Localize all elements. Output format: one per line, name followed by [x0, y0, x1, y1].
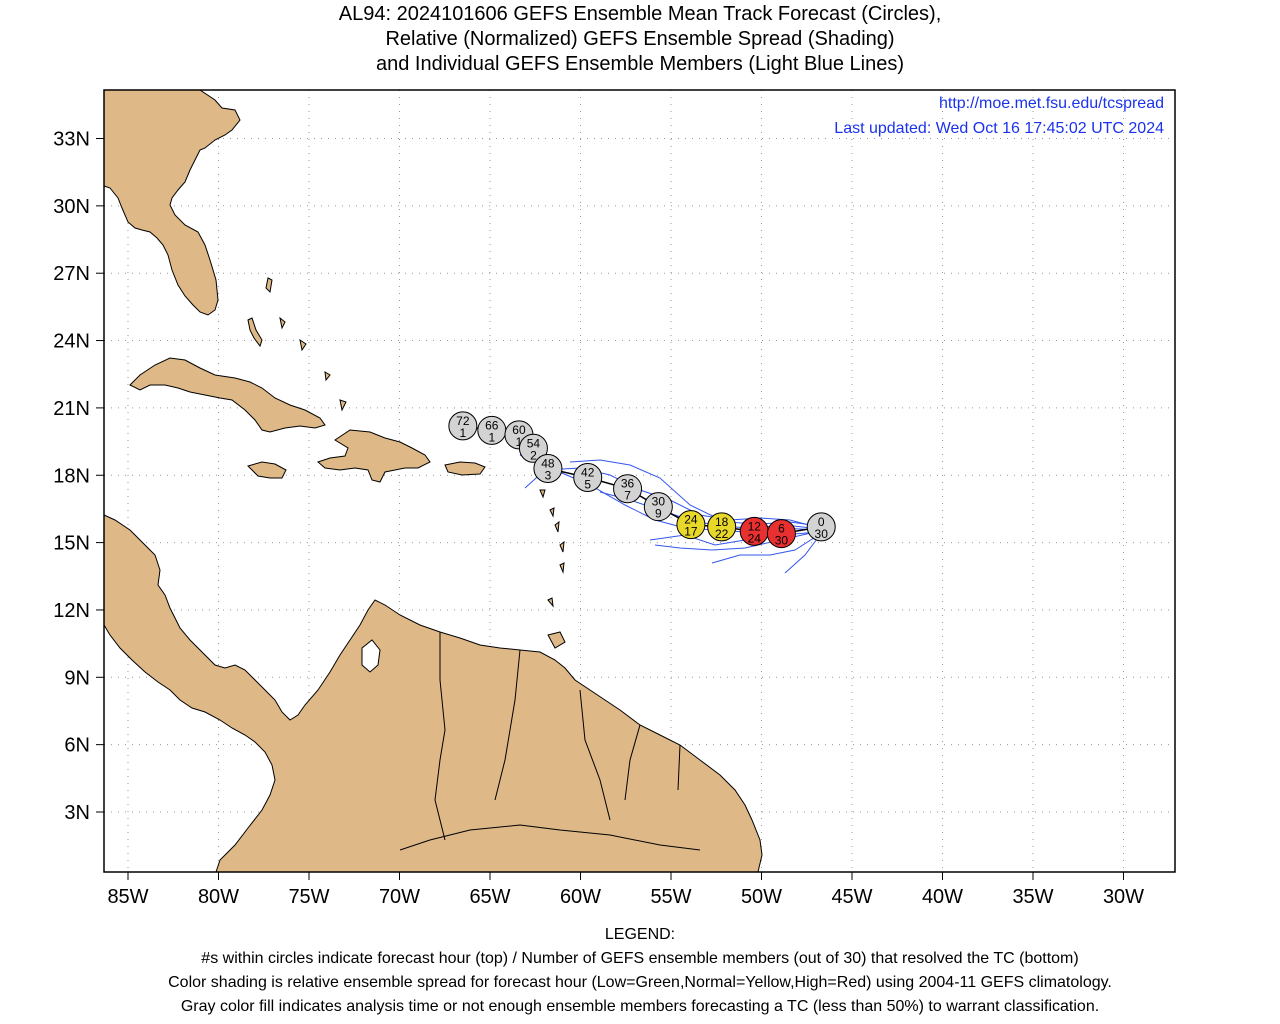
- latitude-label: 15N: [53, 533, 90, 555]
- legend-line-1: #s within circles indicate forecast hour…: [201, 950, 1079, 967]
- jamaica-island: [247, 461, 287, 479]
- longitude-label: 80W: [198, 886, 239, 908]
- forecast-circle: [806, 512, 836, 542]
- member-count-label: 30: [815, 527, 829, 541]
- forecast-circle: [707, 512, 737, 542]
- latitude-label: 33N: [53, 129, 90, 151]
- forecast-hour-label: 66: [485, 418, 499, 432]
- forecast-point: 483: [533, 454, 563, 484]
- forecast-circle: [518, 433, 548, 463]
- legend-line-3: Gray color fill indicates analysis time …: [180, 998, 1100, 1015]
- bahamas-islands: [247, 277, 347, 412]
- member-count-label: 1: [460, 426, 467, 440]
- forecast-circle: [573, 462, 603, 492]
- forecast-hour-label: 12: [748, 519, 762, 533]
- longitude-label: 40W: [922, 886, 963, 908]
- longitude-label: 85W: [107, 886, 148, 908]
- forecast-point: 661: [477, 415, 507, 445]
- south-america-landmass: [103, 514, 763, 873]
- country-borders: [399, 632, 701, 851]
- latitude-label: 12N: [53, 600, 90, 622]
- last-updated-text: Last updated: Wed Oct 16 17:45:02 UTC 20…: [834, 120, 1164, 137]
- member-count-label: 30: [775, 534, 789, 548]
- longitude-label: 60W: [560, 886, 601, 908]
- forecast-hour-label: 48: [541, 457, 555, 471]
- member-count-label: 3: [545, 469, 552, 483]
- lake-maracaibo: [361, 639, 381, 673]
- chart-title-line-1: AL94: 2024101606 GEFS Ensemble Mean Trac…: [338, 3, 942, 25]
- forecast-hour-label: 6: [778, 522, 785, 536]
- chart-title-line-2: Relative (Normalized) GEFS Ensemble Spre…: [385, 28, 895, 50]
- forecast-point: 425: [573, 462, 603, 492]
- longitude-label: 30W: [1103, 886, 1144, 908]
- forecast-point: 721: [448, 411, 478, 441]
- member-track: [711, 533, 821, 564]
- forecast-hour-label: 60: [512, 423, 526, 437]
- cuba-island: [129, 357, 326, 433]
- longitude-label: 45W: [831, 886, 872, 908]
- latitude-label: 30N: [53, 196, 90, 218]
- longitude-label: 70W: [379, 886, 420, 908]
- forecast-circle: [643, 492, 673, 522]
- member-count-label: 9: [655, 507, 662, 521]
- forecast-circle: [448, 411, 478, 441]
- forecast-point: 030: [806, 512, 836, 542]
- longitude-label: 35W: [1012, 886, 1053, 908]
- forecast-hour-label: 72: [456, 414, 470, 428]
- latitude-label: 18N: [53, 465, 90, 487]
- longitude-axis: 85W 80W 75W 70W 65W 60W 55W 50W 45W 40W 35W 30W: [107, 872, 1144, 908]
- source-url-link[interactable]: http://moe.met.fsu.edu/tcspread: [939, 95, 1164, 112]
- forecast-point: 542: [518, 433, 548, 463]
- longitude-label: 65W: [469, 886, 510, 908]
- forecast-point: 309: [643, 492, 673, 522]
- latitude-label: 21N: [53, 398, 90, 420]
- latitude-label: 3N: [64, 802, 90, 824]
- puerto-rico-island: [444, 461, 486, 476]
- member-count-label: 5: [584, 477, 591, 491]
- member-count-label: 7: [624, 489, 631, 503]
- forecast-hour-label: 24: [684, 513, 698, 527]
- north-america-landmass: [103, 89, 241, 316]
- legend-line-2: Color shading is relative ensemble sprea…: [168, 974, 1112, 991]
- forecast-circle: [766, 519, 796, 549]
- latitude-label: 24N: [53, 331, 90, 353]
- member-count-label: 22: [715, 527, 729, 541]
- forecast-hour-label: 0: [818, 515, 825, 529]
- land-masses: [103, 89, 763, 873]
- map-frame: [103, 89, 1176, 873]
- longitude-label: 75W: [288, 886, 329, 908]
- member-count-label: 1: [488, 430, 495, 444]
- hispaniola-island: [317, 429, 431, 483]
- forecast-hour-label: 30: [652, 495, 666, 509]
- forecast-hour-label: 36: [621, 477, 635, 491]
- latitude-label: 6N: [64, 735, 90, 757]
- latitude-label: 9N: [64, 667, 90, 689]
- legend-heading: LEGEND:: [604, 926, 676, 943]
- forecast-hour-label: 42: [581, 465, 595, 479]
- forecast-circle: [533, 454, 563, 484]
- longitude-label: 55W: [650, 886, 691, 908]
- member-count-label: 1: [516, 435, 523, 449]
- chart-title-line-3: and Individual GEFS Ensemble Members (Li…: [375, 53, 905, 75]
- forecast-hour-label: 54: [527, 436, 541, 450]
- member-count-label: 2: [530, 448, 537, 462]
- lesser-antilles-islands: [539, 489, 566, 649]
- latitude-label: 27N: [53, 263, 90, 285]
- forecast-point: 630: [766, 519, 796, 549]
- forecast-circle: [676, 510, 706, 540]
- member-count-label: 17: [684, 525, 698, 539]
- member-count-label: 24: [748, 531, 762, 545]
- forecast-hour-label: 18: [715, 515, 729, 529]
- forecast-point: 367: [613, 474, 643, 504]
- forecast-circle: [613, 474, 643, 504]
- latitude-axis: 33N 30N 27N 24N 21N 18N 15N 12N 9N 6N 3N: [53, 129, 104, 824]
- member-track: [784, 534, 821, 574]
- longitude-label: 50W: [741, 886, 782, 908]
